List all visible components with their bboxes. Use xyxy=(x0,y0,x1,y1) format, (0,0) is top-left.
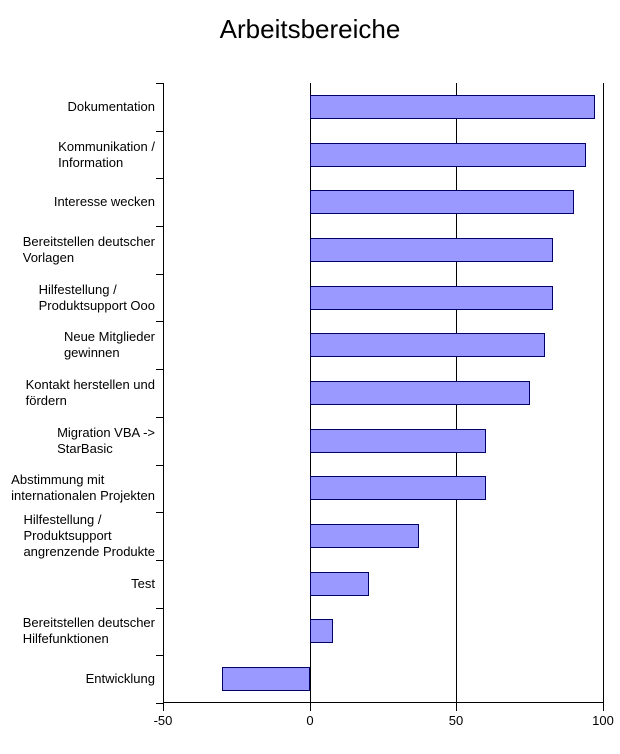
category-tick xyxy=(156,274,163,275)
category-tick xyxy=(156,226,163,227)
category-label: Interesse wecken xyxy=(0,178,155,226)
category-label-text: Test xyxy=(131,575,155,591)
category-label: Hilfestellung / Produktsupport angrenzende… xyxy=(0,512,155,560)
category-axis-line xyxy=(163,83,164,703)
category-tick xyxy=(156,131,163,132)
chart-bar xyxy=(310,572,369,596)
category-label-text: Kontakt herstellen und fördern xyxy=(25,376,155,408)
category-label: Migration VBA -> StarBasic xyxy=(0,417,155,465)
chart-bar xyxy=(310,429,486,453)
value-axis-tick xyxy=(603,703,604,711)
chart-bar xyxy=(310,333,545,357)
value-axis-tick-label: -50 xyxy=(153,713,173,728)
category-label-text: Entwicklung xyxy=(85,671,155,687)
category-tick xyxy=(156,465,163,466)
value-axis-tick-label: 100 xyxy=(592,713,614,728)
value-axis-tick xyxy=(163,703,164,711)
value-axis-tick xyxy=(310,703,311,711)
category-tick xyxy=(156,321,163,322)
chart-bar xyxy=(310,190,574,214)
category-label: Kommunikation / Information xyxy=(0,131,155,179)
chart-bar xyxy=(310,524,419,548)
category-tick xyxy=(156,655,163,656)
category-label-text: Hilfestellung / Produktsupport angrenzende… xyxy=(23,512,155,560)
chart-bar xyxy=(310,476,486,500)
category-tick xyxy=(156,608,163,609)
category-tick xyxy=(156,369,163,370)
category-label-text: Neue Mitglieder gewinnen xyxy=(63,329,155,361)
chart-bar xyxy=(310,619,333,643)
chart-title: Arbeitsbereiche xyxy=(219,14,401,44)
chart-bar xyxy=(310,238,553,262)
chart-bar xyxy=(310,143,586,167)
category-label: Neue Mitglieder gewinnen xyxy=(0,321,155,369)
chart-bar xyxy=(310,95,595,119)
category-label: Hilfestellung / Produktsupport Ooo xyxy=(0,274,155,322)
chart-bar xyxy=(310,381,530,405)
category-label-text: Migration VBA -> StarBasic xyxy=(57,424,155,456)
category-tick xyxy=(156,178,163,179)
category-label: Kontakt herstellen und fördern xyxy=(0,369,155,417)
category-tick xyxy=(156,512,163,513)
category-tick xyxy=(156,417,163,418)
category-label-text: Interesse wecken xyxy=(53,194,155,210)
category-label-text: Kommunikation / Information xyxy=(58,138,155,170)
category-label: Abstimmung mit internationalen Projekten xyxy=(0,465,155,513)
plot-area: -50 0 50 100 xyxy=(154,83,614,728)
value-axis-tick-label: 0 xyxy=(306,713,314,728)
category-label: Bereitstellen deutscher Vorlagen xyxy=(0,226,155,274)
category-tick xyxy=(156,83,163,84)
chart-bar xyxy=(222,667,310,691)
value-axis-line xyxy=(163,702,603,703)
chart-bar xyxy=(310,286,553,310)
category-label-text: Abstimmung mit internationalen Projekten xyxy=(11,472,155,504)
category-label: Bereitstellen deutscher Hilfefunktionen xyxy=(0,608,155,656)
category-label-text: Hilfestellung / Produktsupport Ooo xyxy=(38,281,155,313)
category-label-text: Dokumentation xyxy=(67,98,155,114)
category-tick xyxy=(156,560,163,561)
value-axis-tick-label: 50 xyxy=(448,713,464,728)
category-label: Test xyxy=(0,560,155,608)
category-tick xyxy=(156,703,163,704)
category-label: Entwicklung xyxy=(0,655,155,703)
value-gridline xyxy=(603,83,604,703)
category-label: Dokumentation xyxy=(0,83,155,131)
category-label-text: Bereitstellen deutscher Hilfefunktionen xyxy=(22,615,155,647)
value-axis-tick xyxy=(456,703,457,711)
category-label-text: Bereitstellen deutscher Vorlagen xyxy=(22,233,155,265)
